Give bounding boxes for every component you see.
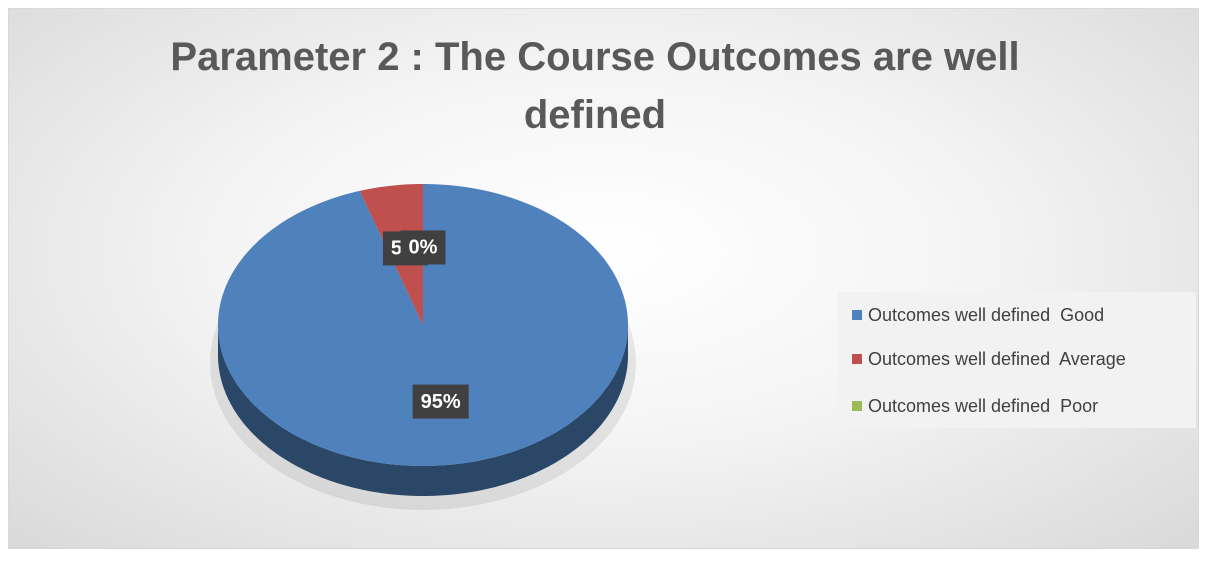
data-label-box (412, 384, 469, 419)
legend-swatch (852, 401, 862, 411)
data-label-text: 0% (409, 237, 438, 259)
slice-side-shade (218, 325, 628, 496)
slice (218, 184, 628, 466)
legend-label: Outcomes well defined Average (868, 349, 1126, 369)
chart-title: Parameter 2 : The Course Outcomes are we… (170, 35, 1020, 137)
legend-swatch (852, 310, 862, 320)
data-label-text: 95% (421, 391, 461, 413)
data-label: 0% (400, 230, 446, 265)
legend-label: Outcomes well defined Poor (868, 396, 1098, 416)
legend-box (838, 292, 1196, 428)
data-label-box (400, 230, 446, 265)
data-label: 95% (412, 384, 469, 419)
slice-side (218, 325, 628, 496)
legend-swatch (852, 354, 862, 364)
legend-label: Outcomes well defined Good (868, 305, 1104, 325)
